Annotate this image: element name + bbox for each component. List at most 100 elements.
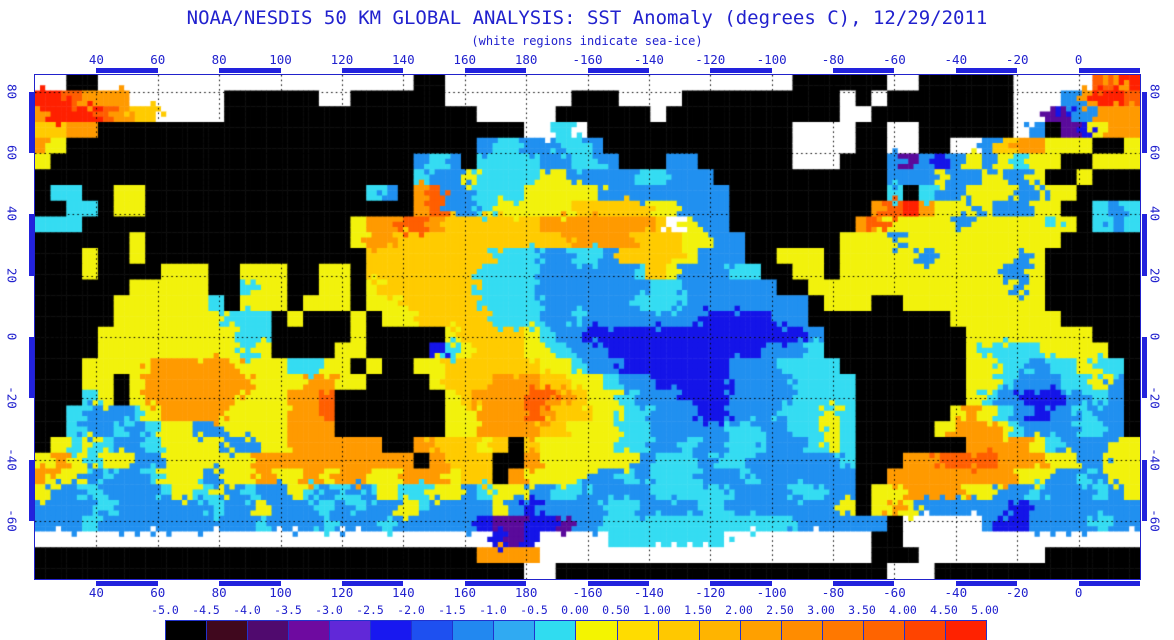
lon-tick-label-bottom: 40	[88, 585, 104, 600]
colorbar-cell	[739, 621, 781, 640]
lat-tick-label-left: 20	[4, 267, 20, 283]
band-segment	[341, 68, 404, 73]
colorbar-tick-label: 0.50	[602, 603, 630, 617]
colorbar-cell	[370, 621, 412, 640]
band-segment	[464, 68, 527, 73]
colorbar-tick-label: 5.00	[971, 603, 999, 617]
band-segment	[587, 68, 649, 73]
lat-tick-label-left: 0	[4, 332, 20, 341]
colorbar-cell	[657, 621, 699, 640]
band-segment	[219, 581, 281, 586]
page-title: NOAA/NESDIS 50 KM GLOBAL ANALYSIS: SST A…	[186, 7, 988, 29]
lon-tick-label-bottom: 80	[211, 585, 227, 600]
band-segment	[29, 459, 34, 521]
lat-tick-label-left: -40	[4, 447, 20, 471]
band-segment	[29, 336, 34, 399]
axis-band-right	[1142, 75, 1147, 579]
band-segment	[710, 68, 772, 73]
lon-tick-label-top: 180	[514, 52, 538, 67]
lon-tick-label-top: -20	[1005, 52, 1029, 67]
lon-tick-label-bottom: -80	[821, 585, 845, 600]
band-segment	[833, 68, 895, 73]
band-segment	[1142, 91, 1147, 154]
lon-tick-label-top: 100	[269, 52, 292, 67]
colorbar-cell	[329, 621, 371, 640]
colorbar-cell	[944, 621, 986, 640]
lon-tick-label-bottom: 0	[1074, 585, 1083, 600]
lat-tick-label-left: -20	[4, 386, 20, 409]
colorbar-tick-label: -1.5	[438, 603, 466, 617]
colorbar-tick-label: -1.0	[479, 603, 507, 617]
colorbar-cell	[493, 621, 535, 640]
lon-tick-label-top: 80	[211, 52, 227, 67]
band-segment	[1078, 68, 1140, 73]
band-segment	[29, 214, 34, 276]
lon-tick-label-bottom: 60	[150, 585, 166, 600]
colorbar-tick-label: 0.00	[561, 603, 589, 617]
colorbar-tick-label: -4.5	[192, 603, 220, 617]
colorbar-tick-label: -0.5	[520, 603, 548, 617]
lon-tick-label-top: -60	[883, 52, 906, 67]
colorbar-tick-label: 1.50	[684, 603, 712, 617]
colorbar-tick-label: 4.00	[889, 603, 917, 617]
axis-band-top	[35, 68, 1140, 73]
lat-tick-label-right: 60	[1147, 145, 1163, 161]
colorbar-cell	[452, 621, 494, 640]
lon-tick-label-bottom: -40	[944, 585, 968, 600]
lon-tick-label-top: 0	[1074, 52, 1083, 67]
lon-tick-label-top: 160	[453, 52, 476, 67]
colorbar-tick-label: 3.00	[807, 603, 835, 617]
band-segment	[833, 581, 895, 586]
lon-tick-label-top: 140	[392, 52, 415, 67]
band-segment	[1142, 214, 1147, 276]
band-segment	[710, 581, 772, 586]
colorbar-tick-label: 2.00	[725, 603, 753, 617]
lat-tick-label-left: 60	[4, 145, 20, 161]
lon-tick-label-top: -100	[756, 52, 787, 67]
lon-tick-label-bottom: -60	[883, 585, 906, 600]
band-segment	[955, 68, 1018, 73]
colorbar-tick-label: 1.00	[643, 603, 671, 617]
band-segment	[1142, 336, 1147, 399]
band-segment	[587, 581, 649, 586]
band-segment	[29, 91, 34, 154]
colorbar-tick-label: -2.0	[397, 603, 425, 617]
band-segment	[341, 581, 404, 586]
lat-tick-label-left: -60	[4, 508, 20, 532]
lat-tick-label-right: -60	[1147, 508, 1163, 532]
lon-tick-label-top: 40	[88, 52, 104, 67]
band-segment	[219, 68, 281, 73]
world-sst-anomaly-map	[35, 75, 1140, 579]
colorbar-cell	[780, 621, 822, 640]
subtitle-sea-ice-note: (white regions indicate sea-ice)	[471, 34, 703, 48]
lon-tick-label-bottom: 100	[269, 585, 292, 600]
colorbar-cell	[411, 621, 453, 640]
colorbar-cell	[821, 621, 863, 640]
lon-tick-label-bottom: -120	[695, 585, 726, 600]
colorbar-tick-label: 3.50	[848, 603, 876, 617]
lat-tick-label-right: 80	[1147, 83, 1163, 99]
colorbar-cell	[903, 621, 945, 640]
lon-tick-label-bottom: 120	[330, 585, 354, 600]
colorbar-cell	[534, 621, 576, 640]
lon-tick-label-bottom: -100	[756, 585, 787, 600]
lat-tick-label-left: 80	[4, 83, 20, 99]
lon-tick-label-top: -120	[695, 52, 726, 67]
lon-tick-label-bottom: 160	[453, 585, 476, 600]
lon-tick-label-top: 60	[150, 52, 166, 67]
colorbar-tick-label: 2.50	[766, 603, 794, 617]
lon-tick-label-top: -160	[572, 52, 603, 67]
band-segment	[464, 581, 527, 586]
band-segment	[96, 581, 158, 586]
band-segment	[1078, 581, 1140, 586]
band-segment	[1142, 459, 1147, 521]
lon-tick-label-bottom: 140	[392, 585, 415, 600]
colorbar-tick-label: -3.5	[274, 603, 302, 617]
colorbar-cell	[616, 621, 658, 640]
colorbar-cell	[247, 621, 289, 640]
lon-tick-label-bottom: -20	[1005, 585, 1029, 600]
lat-tick-label-right: 0	[1147, 332, 1163, 341]
lat-tick-label-right: 40	[1147, 206, 1163, 222]
colorbar	[165, 620, 987, 640]
